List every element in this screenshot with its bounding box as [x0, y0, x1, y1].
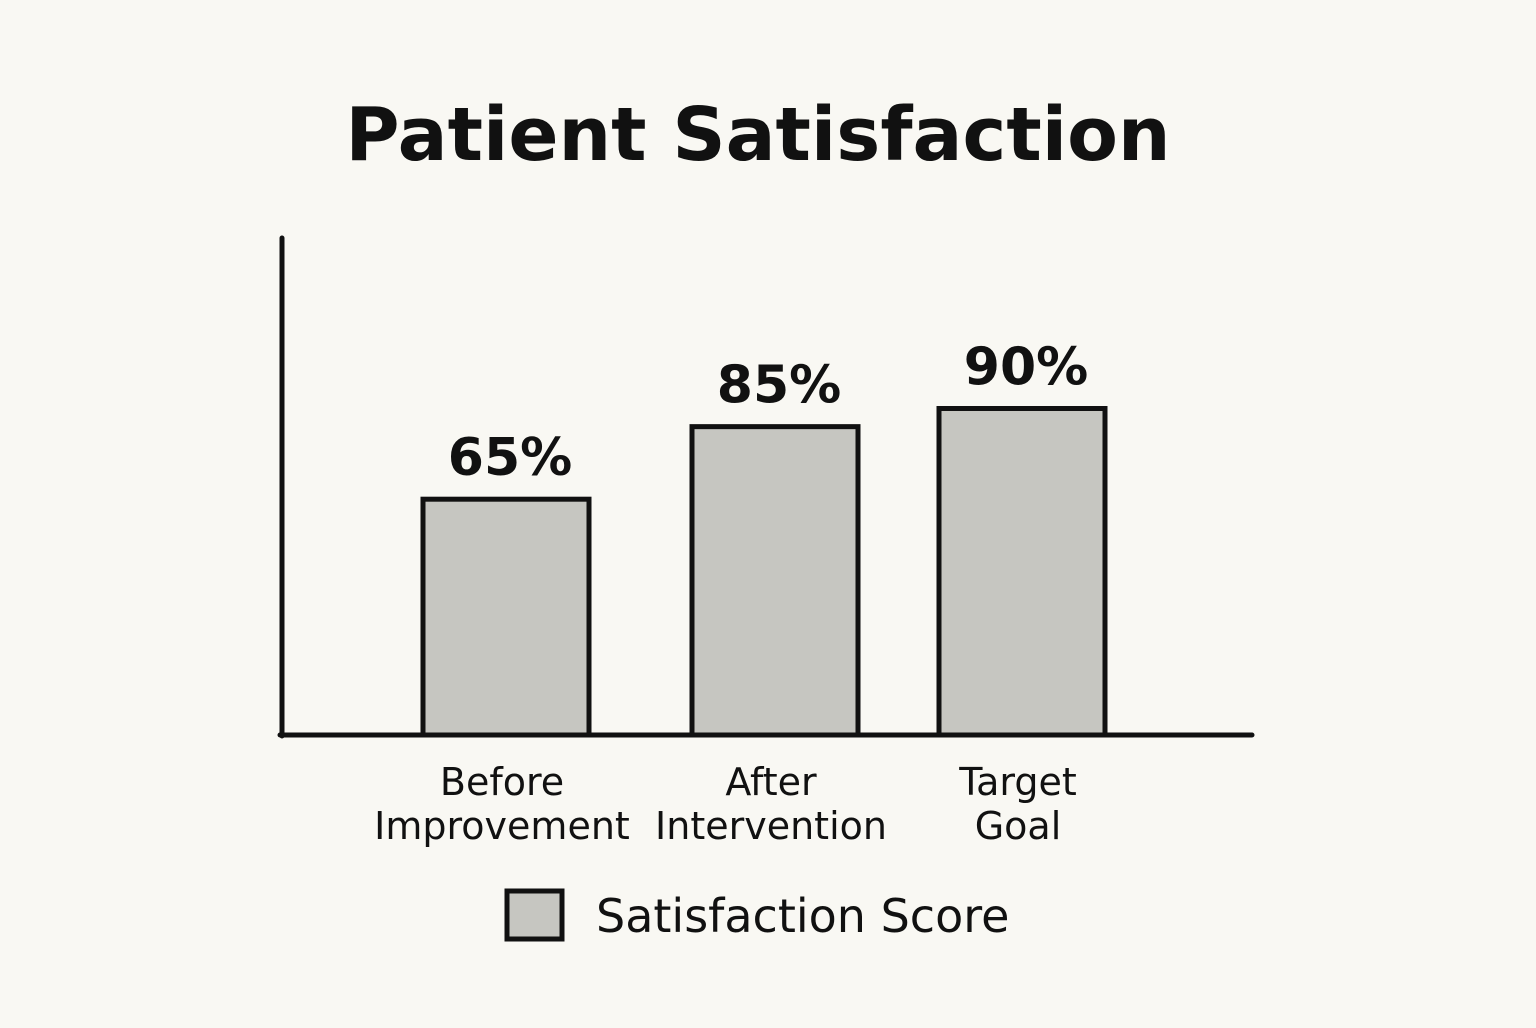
value-label-1: 65%: [448, 428, 572, 488]
bar-3: [936, 406, 1108, 738]
value-label-3: 90%: [964, 338, 1088, 398]
category-label-line: Target: [958, 760, 1077, 804]
category-label-1: Before Improvement: [374, 760, 630, 848]
bars-layer: [420, 406, 1108, 738]
category-label-line: Goal: [975, 804, 1062, 848]
bar-1: [420, 496, 592, 738]
category-label-3: Target Goal: [958, 760, 1077, 848]
bar-2: [689, 424, 861, 738]
legend-label: Satisfaction Score: [596, 889, 1009, 943]
legend-swatch: [504, 888, 565, 942]
category-label-line: Improvement: [374, 804, 630, 848]
category-label-line: Intervention: [655, 804, 887, 848]
legend: Satisfaction Score: [504, 888, 1009, 943]
category-label-line: Before: [440, 760, 564, 804]
value-label-2: 85%: [717, 356, 841, 416]
category-label-2: After Intervention: [655, 760, 887, 848]
labels-layer: 65% Before Improvement 85% After Intervention…: [374, 338, 1088, 848]
chart-title: Patient Satisfaction: [345, 92, 1170, 178]
category-label-line: After: [725, 760, 817, 804]
